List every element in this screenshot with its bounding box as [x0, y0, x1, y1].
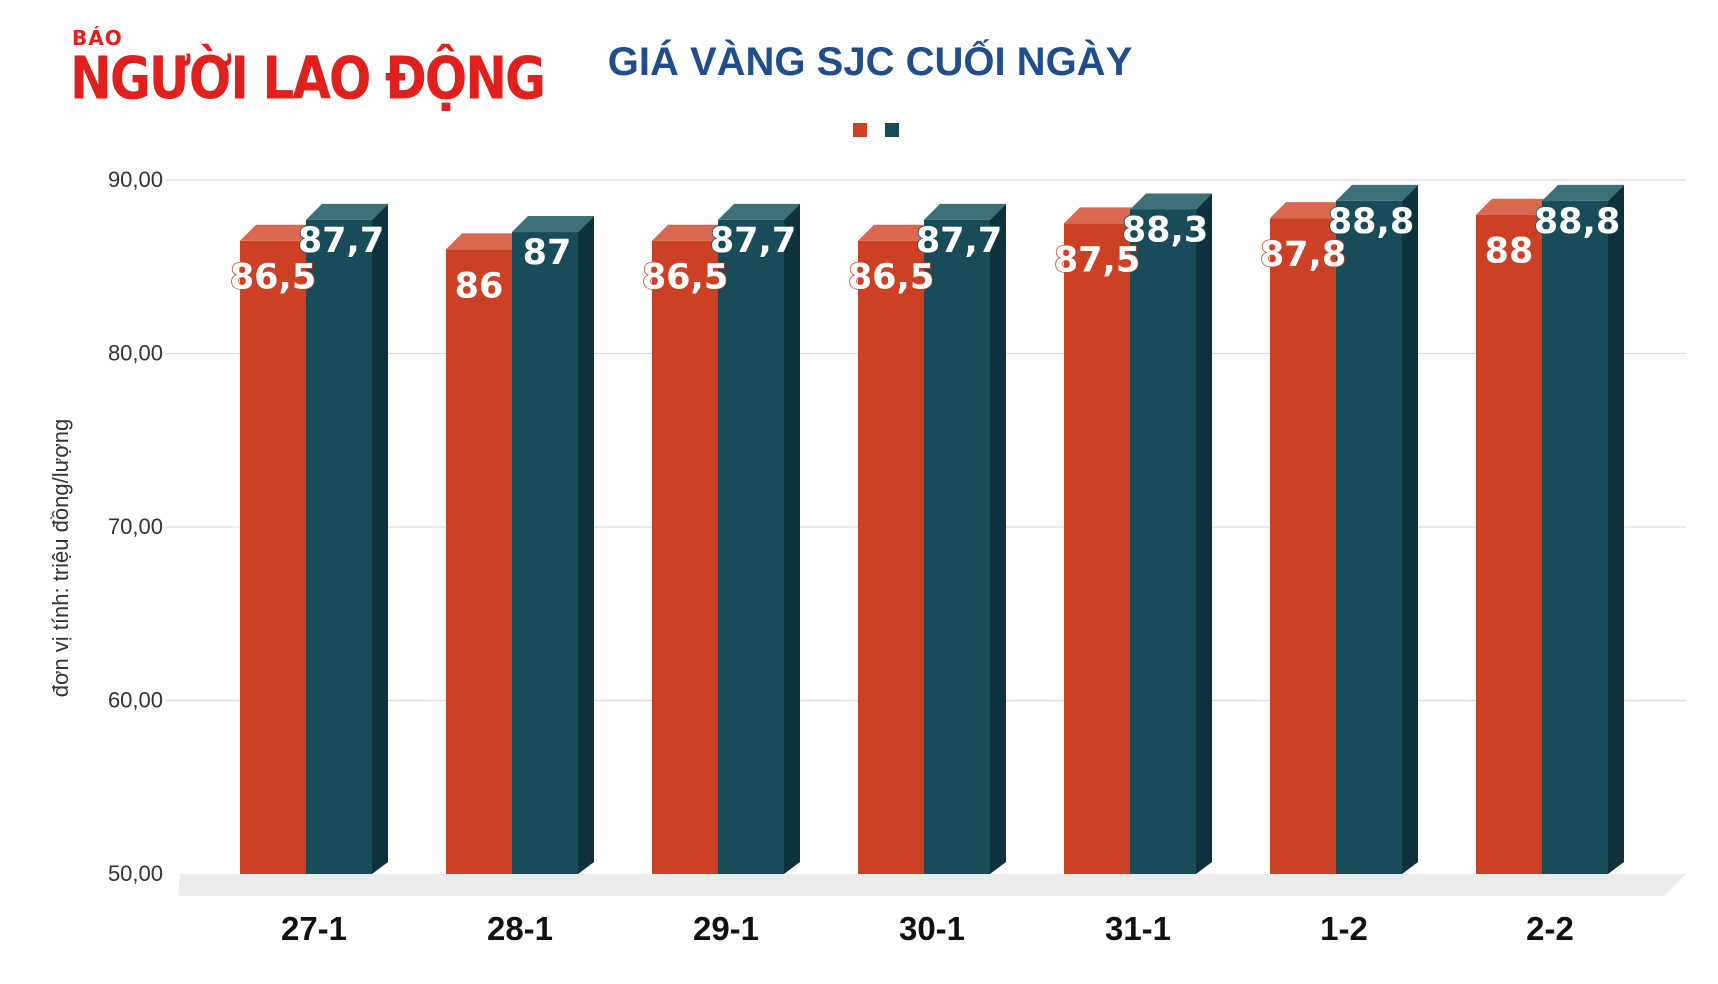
bar-top	[1542, 184, 1624, 201]
y-tick-label: 90,00	[108, 167, 163, 192]
bar-top	[1476, 198, 1558, 215]
x-tick-label: 28-1	[487, 910, 553, 947]
bar	[1542, 200, 1608, 874]
bar-side	[578, 216, 594, 875]
bar-top	[718, 203, 800, 220]
chart-title: GIÁ VÀNG SJC CUỐI NGÀY	[607, 40, 1133, 84]
bar	[1336, 200, 1402, 874]
bar	[1064, 223, 1130, 874]
data-label: 87,8	[1260, 235, 1346, 275]
bar-top	[512, 216, 594, 233]
logo-small-text: BÁO	[72, 26, 123, 50]
bar	[1130, 209, 1196, 874]
y-tick-label: 70,00	[108, 514, 163, 539]
bar-side	[372, 203, 388, 874]
data-label: 87,7	[916, 221, 1002, 261]
data-label: 88,3	[1122, 210, 1208, 250]
bar-top	[1130, 193, 1212, 210]
bar	[652, 240, 718, 875]
x-tick-label: 29-1	[693, 910, 759, 947]
bar	[306, 219, 372, 874]
data-label: 87,5	[1054, 240, 1140, 280]
bar-side	[784, 203, 800, 874]
bar-top	[240, 224, 322, 241]
data-label: 87,7	[298, 221, 384, 261]
data-label: 86,5	[848, 258, 934, 298]
bar	[446, 249, 512, 874]
bar-top	[858, 224, 940, 241]
legend-marker	[853, 123, 867, 137]
logo-main-text: NGƯỜI LAO ĐỘNG	[70, 44, 546, 113]
bar-side	[990, 203, 1006, 874]
data-label: 86,5	[230, 258, 316, 298]
bar	[1270, 218, 1336, 875]
bar	[858, 240, 924, 875]
bar-top	[1270, 202, 1352, 219]
bar-side	[1196, 193, 1212, 874]
bar-side	[1402, 184, 1418, 874]
x-tick-label: 2-2	[1526, 910, 1574, 947]
x-tick-label: 30-1	[899, 910, 965, 947]
bar-top	[652, 224, 734, 241]
bar-top	[306, 203, 388, 220]
bar	[718, 219, 784, 874]
bar-side	[1608, 184, 1624, 874]
y-tick-label: 60,00	[108, 688, 163, 713]
bar	[1476, 214, 1542, 874]
x-tick-label: 31-1	[1105, 910, 1171, 947]
bar-top	[1064, 207, 1146, 224]
bar-top	[924, 203, 1006, 220]
y-tick-label: 50,00	[108, 861, 163, 886]
bar-top	[446, 233, 528, 250]
x-tick-label: 27-1	[281, 910, 347, 947]
data-label: 88	[1485, 232, 1534, 272]
data-label: 88,8	[1328, 202, 1414, 242]
data-label: 86,5	[642, 258, 728, 298]
chart-floor	[178, 874, 1686, 896]
bar-top	[1336, 184, 1418, 201]
data-label: 87	[523, 233, 572, 273]
y-axis-label: đơn vị tính: triệu đồng/lượng	[48, 419, 73, 697]
x-tick-label: 1-2	[1320, 910, 1368, 947]
newspaper-logo: BÁO NGƯỜI LAO ĐỘNG	[70, 26, 546, 112]
bar	[512, 232, 578, 875]
data-label: 87,7	[710, 221, 796, 261]
legend-marker	[885, 123, 899, 137]
data-label: 86	[455, 266, 504, 306]
y-tick-label: 80,00	[108, 341, 163, 366]
data-label: 88,8	[1534, 202, 1620, 242]
bar	[924, 219, 990, 874]
bar	[240, 240, 306, 875]
